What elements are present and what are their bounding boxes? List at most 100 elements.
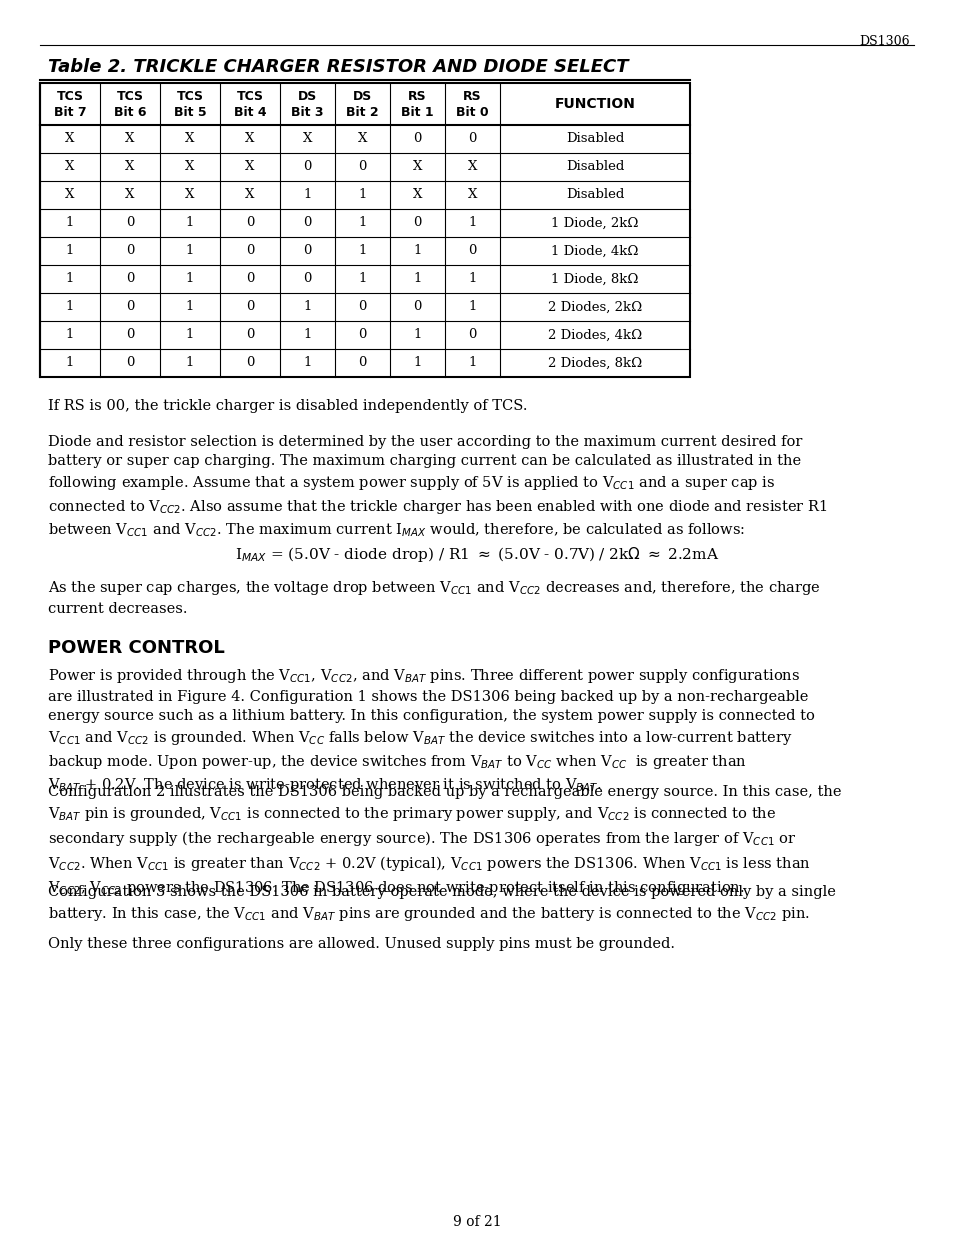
Text: X: X: [467, 161, 476, 173]
Text: 0: 0: [246, 216, 253, 230]
Text: 0: 0: [468, 329, 476, 342]
Text: 1: 1: [66, 357, 74, 369]
Text: 1: 1: [413, 245, 421, 258]
Text: X: X: [357, 132, 367, 146]
Text: Configuration 3 shows the DS1306 in battery-operate mode, where the device is po: Configuration 3 shows the DS1306 in batt…: [48, 885, 835, 923]
Text: 0: 0: [246, 300, 253, 314]
Text: DS: DS: [297, 89, 316, 103]
Text: 0: 0: [246, 329, 253, 342]
Text: 0: 0: [413, 300, 421, 314]
Text: Bit 3: Bit 3: [291, 106, 323, 120]
Text: TCS: TCS: [116, 89, 143, 103]
Text: 0: 0: [413, 216, 421, 230]
Text: X: X: [467, 189, 476, 201]
Text: Bit 4: Bit 4: [233, 106, 266, 120]
Text: 0: 0: [126, 329, 134, 342]
Text: 1: 1: [413, 329, 421, 342]
Text: 0: 0: [468, 245, 476, 258]
Text: 1: 1: [358, 273, 366, 285]
Text: 1: 1: [186, 245, 194, 258]
Text: 1: 1: [413, 273, 421, 285]
Text: X: X: [245, 161, 254, 173]
Text: 1: 1: [358, 216, 366, 230]
Text: Disabled: Disabled: [565, 161, 623, 173]
Text: 1: 1: [303, 300, 312, 314]
Text: 1: 1: [186, 300, 194, 314]
Text: 1: 1: [186, 273, 194, 285]
Text: 1: 1: [303, 189, 312, 201]
Text: Disabled: Disabled: [565, 189, 623, 201]
Text: 1: 1: [66, 245, 74, 258]
Text: X: X: [65, 161, 74, 173]
Text: X: X: [413, 189, 422, 201]
Bar: [40, 83, 689, 377]
Text: TCS: TCS: [56, 89, 84, 103]
Text: X: X: [185, 189, 194, 201]
Text: 1: 1: [303, 329, 312, 342]
Text: X: X: [413, 161, 422, 173]
Text: POWER CONTROL: POWER CONTROL: [48, 638, 225, 657]
Text: 2 Diodes, 4kΩ: 2 Diodes, 4kΩ: [547, 329, 641, 342]
Text: 1: 1: [66, 329, 74, 342]
Text: 1: 1: [186, 329, 194, 342]
Text: 1 Diode, 8kΩ: 1 Diode, 8kΩ: [551, 273, 638, 285]
Text: 1: 1: [358, 245, 366, 258]
Text: DS: DS: [353, 89, 372, 103]
Text: 0: 0: [126, 300, 134, 314]
Text: 0: 0: [246, 273, 253, 285]
Text: FUNCTION: FUNCTION: [554, 98, 635, 111]
Text: 1: 1: [468, 273, 476, 285]
Text: 9 of 21: 9 of 21: [453, 1215, 500, 1229]
Text: 1: 1: [358, 189, 366, 201]
Text: I$_{MAX}$ = (5.0V - diode drop) / R1 $\approx$ (5.0V - 0.7V) / 2k$\Omega$ $\appr: I$_{MAX}$ = (5.0V - diode drop) / R1 $\a…: [234, 545, 719, 564]
Text: 2 Diodes, 8kΩ: 2 Diodes, 8kΩ: [547, 357, 641, 369]
Text: 2 Diodes, 2kΩ: 2 Diodes, 2kΩ: [547, 300, 641, 314]
Text: 0: 0: [303, 216, 312, 230]
Text: RS: RS: [408, 89, 426, 103]
Text: Bit 5: Bit 5: [173, 106, 206, 120]
Text: 0: 0: [126, 216, 134, 230]
Text: X: X: [302, 132, 312, 146]
Text: 1 Diode, 2kΩ: 1 Diode, 2kΩ: [551, 216, 638, 230]
Text: TCS: TCS: [176, 89, 203, 103]
Text: 1: 1: [186, 216, 194, 230]
Text: X: X: [65, 189, 74, 201]
Text: 1: 1: [468, 357, 476, 369]
Text: X: X: [245, 189, 254, 201]
Text: Bit 2: Bit 2: [346, 106, 378, 120]
Text: X: X: [185, 161, 194, 173]
Text: 0: 0: [468, 132, 476, 146]
Text: DS1306: DS1306: [859, 35, 909, 48]
Text: TCS: TCS: [236, 89, 263, 103]
Text: 0: 0: [303, 245, 312, 258]
Text: X: X: [125, 132, 134, 146]
Text: X: X: [125, 189, 134, 201]
Text: 0: 0: [358, 161, 366, 173]
Text: 0: 0: [358, 300, 366, 314]
Text: 1 Diode, 4kΩ: 1 Diode, 4kΩ: [551, 245, 638, 258]
Text: 0: 0: [246, 245, 253, 258]
Text: 0: 0: [358, 357, 366, 369]
Text: 0: 0: [303, 273, 312, 285]
Text: 1: 1: [66, 216, 74, 230]
Text: Bit 6: Bit 6: [113, 106, 146, 120]
Text: 0: 0: [413, 132, 421, 146]
Text: Bit 1: Bit 1: [401, 106, 434, 120]
Text: X: X: [65, 132, 74, 146]
Text: 0: 0: [126, 357, 134, 369]
Text: Configuration 2 illustrates the DS1306 being backed up by a rechargeable energy : Configuration 2 illustrates the DS1306 b…: [48, 785, 841, 898]
Text: Diode and resistor selection is determined by the user according to the maximum : Diode and resistor selection is determin…: [48, 435, 826, 540]
Text: 0: 0: [126, 245, 134, 258]
Text: Table 2. TRICKLE CHARGER RESISTOR AND DIODE SELECT: Table 2. TRICKLE CHARGER RESISTOR AND DI…: [48, 58, 628, 77]
Text: Bit 7: Bit 7: [53, 106, 86, 120]
Text: RS: RS: [463, 89, 481, 103]
Text: As the super cap charges, the voltage drop between V$_{CC1}$ and V$_{CC2}$ decre: As the super cap charges, the voltage dr…: [48, 579, 820, 616]
Text: 1: 1: [468, 216, 476, 230]
Text: 0: 0: [358, 329, 366, 342]
Text: 1: 1: [468, 300, 476, 314]
Text: Bit 0: Bit 0: [456, 106, 488, 120]
Text: 1: 1: [66, 273, 74, 285]
Text: 1: 1: [66, 300, 74, 314]
Text: 0: 0: [246, 357, 253, 369]
Text: 0: 0: [303, 161, 312, 173]
